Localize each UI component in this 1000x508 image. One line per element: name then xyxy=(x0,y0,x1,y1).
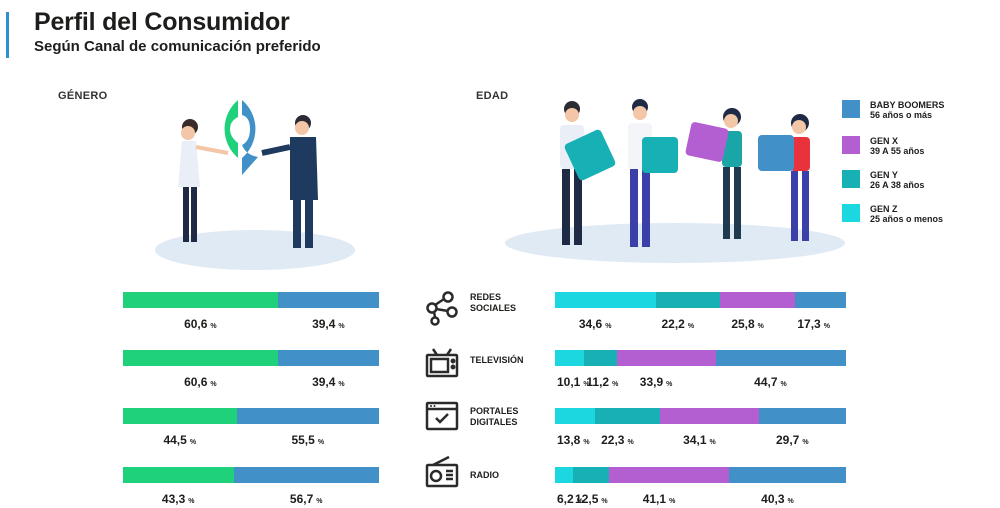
radio-icon xyxy=(425,455,459,488)
legend-name: GEN Y xyxy=(870,170,898,180)
age-bar-row-3 xyxy=(555,408,846,424)
age-bar-segment xyxy=(715,350,846,366)
legend-item-gen-z: GEN Z 25 años o menos xyxy=(842,204,992,234)
legend-sub: 25 años o menos xyxy=(870,214,944,224)
age-bar-segment xyxy=(555,350,585,366)
gender-bar-segment xyxy=(123,350,279,366)
age-bar-segment xyxy=(595,408,661,424)
age-bar-segment xyxy=(655,292,721,308)
age-bar-segment xyxy=(555,467,574,483)
legend-sub: 56 años o más xyxy=(870,110,933,120)
legend-swatch xyxy=(842,100,860,118)
gender-bar-row-4 xyxy=(123,467,379,483)
television-icon xyxy=(425,348,459,378)
age-data-label: 12,5% xyxy=(575,492,608,506)
channel-redes-sociales: REDES SOCIALES xyxy=(424,290,534,330)
age-bar-segment xyxy=(555,292,656,308)
legend-swatch xyxy=(842,136,860,154)
page-subtitle: Según Canal de comunicación preferido xyxy=(34,38,321,55)
legend-sub: 26 A 38 años xyxy=(870,180,925,190)
age-bar-segment xyxy=(616,350,716,366)
legend-item-baby-boomers: BABY BOOMERS 56 años o más xyxy=(842,100,992,130)
age-data-label: 41,1% xyxy=(642,492,676,506)
legend-name: GEN Z xyxy=(870,204,898,214)
age-bar-segment xyxy=(720,292,796,308)
gender-bar-segment xyxy=(233,467,379,483)
age-bar-segment xyxy=(795,292,846,308)
title-accent-bar xyxy=(6,12,9,58)
gender-bar-segment xyxy=(236,408,379,424)
gender-data-label: 44,5% xyxy=(163,433,197,447)
legend-name: GEN X xyxy=(870,136,899,146)
age-data-label: 34,1% xyxy=(683,433,716,447)
gender-puzzle-illustration xyxy=(155,100,355,270)
age-section-label: EDAD xyxy=(476,90,509,102)
age-data-label: 13,8% xyxy=(557,433,590,447)
age-data-label: 17,3% xyxy=(797,317,830,331)
age-data-label: 11,2% xyxy=(586,375,619,389)
legend-item-gen-y: GEN Y 26 A 38 años xyxy=(842,170,992,200)
gender-bar-row-2 xyxy=(123,350,379,366)
legend-name: BABY BOOMERS xyxy=(870,100,945,110)
age-data-label: 33,9% xyxy=(639,375,673,389)
age-data-label: 40,3% xyxy=(761,492,794,506)
legend-swatch xyxy=(842,204,860,222)
age-bar-segment xyxy=(609,467,729,483)
gender-data-label: 39,4% xyxy=(312,375,345,389)
gender-bar-segment xyxy=(123,292,279,308)
age-data-label: 29,7% xyxy=(775,433,809,447)
age-bar-segment xyxy=(555,408,596,424)
channel-label: TELEVISIÓN xyxy=(470,355,524,365)
gender-bar-segment xyxy=(123,467,234,483)
gender-bar-segment xyxy=(278,350,379,366)
gender-data-label: 60,6% xyxy=(184,375,217,389)
gender-bar-segment xyxy=(123,408,237,424)
age-bar-row-2 xyxy=(555,350,846,366)
legend-sub: 39 A 55 años xyxy=(870,146,925,156)
gender-bar-row-1 xyxy=(123,292,379,308)
gender-data-label: 43,3% xyxy=(161,492,195,506)
age-bar-row-4 xyxy=(555,467,846,483)
age-data-label: 6,2% xyxy=(557,492,583,506)
gender-section-label: GÉNERO xyxy=(58,90,108,102)
channel-radio: RADIO xyxy=(424,454,534,494)
age-data-label: 34,6% xyxy=(578,317,612,331)
network-icon xyxy=(426,291,458,326)
legend-item-gen-x: GEN X 39 A 55 años xyxy=(842,136,992,166)
channel-portales-digitales: PORTALES DIGITALES xyxy=(424,398,534,438)
gender-data-label: 55,5% xyxy=(291,433,325,447)
page-title: Perfil del Consumidor xyxy=(34,8,290,36)
gender-data-label: 60,6% xyxy=(184,317,217,331)
gender-bar-segment xyxy=(278,292,379,308)
age-data-label: 22,2% xyxy=(661,317,695,331)
age-data-label: 10,1% xyxy=(557,375,590,389)
legend-swatch xyxy=(842,170,860,188)
age-bar-segment xyxy=(573,467,610,483)
channel-television: TELEVISIÓN xyxy=(424,346,534,386)
age-bar-segment xyxy=(759,408,846,424)
web-portal-icon xyxy=(425,401,459,431)
age-bar-segment xyxy=(660,408,760,424)
channel-label: REDES SOCIALES xyxy=(470,292,517,313)
channel-label: PORTALES DIGITALES xyxy=(470,406,519,427)
channel-label: RADIO xyxy=(470,470,499,480)
age-data-label: 25,8% xyxy=(731,317,764,331)
age-bar-row-1 xyxy=(555,292,846,308)
age-bar-segment xyxy=(584,350,617,366)
gender-data-label: 56,7% xyxy=(289,492,323,506)
age-data-label: 22,3% xyxy=(601,433,634,447)
age-bar-segment xyxy=(728,467,846,483)
age-data-label: 44,7% xyxy=(754,375,787,389)
gender-bar-row-3 xyxy=(123,408,379,424)
gender-data-label: 39,4% xyxy=(312,317,345,331)
age-puzzle-illustration xyxy=(505,99,845,263)
